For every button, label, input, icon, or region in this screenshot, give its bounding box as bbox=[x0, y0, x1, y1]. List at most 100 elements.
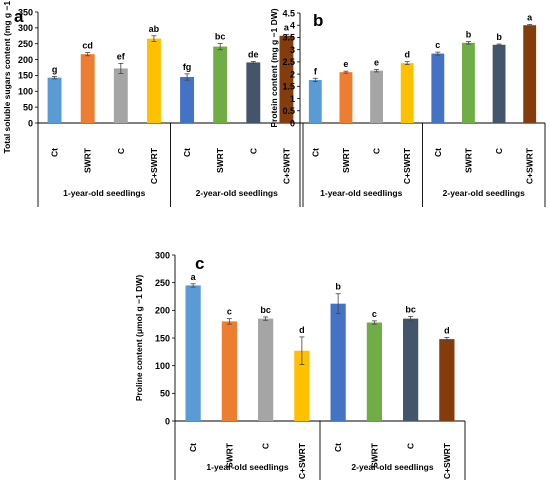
panel-label: c bbox=[195, 254, 204, 273]
significance-letter: ef bbox=[117, 51, 126, 61]
y-tick-label: 300 bbox=[155, 250, 170, 260]
bar bbox=[339, 72, 353, 123]
bar bbox=[113, 68, 128, 123]
bar bbox=[366, 322, 382, 421]
bar bbox=[439, 339, 455, 421]
category-label: SWRT bbox=[341, 147, 351, 173]
bar bbox=[330, 303, 346, 421]
group-label: 2-year-old seedlings bbox=[351, 462, 433, 472]
significance-letter: e bbox=[374, 57, 379, 67]
bar bbox=[279, 35, 294, 123]
significance-letter: c bbox=[227, 307, 232, 317]
category-label: Ct bbox=[310, 148, 320, 157]
significance-letter: d bbox=[299, 325, 305, 335]
bar bbox=[400, 63, 414, 123]
significance-letter: g bbox=[52, 64, 58, 74]
y-tick-label: 4 bbox=[290, 21, 295, 31]
bar bbox=[213, 46, 228, 123]
category-label: C bbox=[372, 148, 382, 154]
significance-letter: bc bbox=[260, 305, 271, 315]
significance-letter: d bbox=[444, 325, 450, 335]
group-label: 1-year-old seedlings bbox=[320, 188, 402, 198]
bar bbox=[308, 79, 322, 123]
y-tick-label: 50 bbox=[23, 102, 33, 112]
group-label: 1-year-old seedlings bbox=[63, 188, 145, 198]
significance-letter: b bbox=[496, 32, 502, 42]
panel-a: 0 50 100 150 200 250 300 350 g Ct cd SWRT ef Cab C+SWR… bbox=[2, 0, 304, 207]
y-tick-label: 2 bbox=[290, 69, 295, 79]
bar bbox=[185, 285, 201, 421]
significance-letter: bc bbox=[405, 304, 416, 314]
category-label: C+SWRT bbox=[442, 442, 452, 479]
panel-label: b bbox=[313, 11, 323, 30]
bar bbox=[246, 62, 261, 123]
significance-letter: cd bbox=[82, 41, 93, 51]
panel-label: a bbox=[14, 7, 24, 26]
category-label: Ct bbox=[182, 148, 192, 157]
bar bbox=[370, 70, 383, 123]
y-tick-label: 50 bbox=[160, 389, 170, 399]
bar bbox=[523, 25, 537, 123]
y-tick-label: 1 bbox=[290, 94, 295, 104]
significance-letter: a bbox=[284, 23, 290, 33]
category-label: C+SWRT bbox=[281, 147, 291, 184]
significance-letter: f bbox=[314, 66, 318, 76]
y-tick-label: 0 bbox=[28, 118, 33, 128]
category-label: SWRT bbox=[463, 147, 473, 173]
category-label: Ct bbox=[188, 443, 198, 452]
bar bbox=[180, 77, 195, 123]
y-tick-label: 150 bbox=[155, 333, 170, 343]
y-tick-label: 0 bbox=[165, 416, 170, 426]
category-label: SWRT bbox=[215, 147, 225, 173]
y-tick-label: 3.5 bbox=[282, 33, 295, 43]
category-label: C bbox=[494, 148, 504, 154]
significance-letter: fg bbox=[183, 62, 192, 72]
bar bbox=[294, 350, 310, 421]
significance-letter: ab bbox=[149, 24, 160, 34]
significance-letter: c bbox=[435, 40, 440, 50]
y-tick-label: 150 bbox=[18, 71, 33, 81]
significance-letter: de bbox=[248, 49, 259, 59]
significance-letter: e bbox=[343, 59, 348, 69]
category-label: C bbox=[406, 443, 416, 449]
bar bbox=[47, 77, 62, 123]
y-tick-label: 200 bbox=[18, 55, 33, 65]
y-axis-title: Protein content (mg g −1 DW) bbox=[269, 8, 279, 127]
y-tick-label: 200 bbox=[155, 306, 170, 316]
y-tick-label: 350 bbox=[18, 7, 33, 17]
category-label: C+SWRT bbox=[297, 442, 307, 479]
y-tick-label: 300 bbox=[18, 23, 33, 33]
significance-letter: bc bbox=[215, 31, 226, 41]
category-label: C bbox=[261, 443, 271, 449]
y-tick-label: 4.5 bbox=[282, 8, 295, 18]
bar bbox=[492, 44, 506, 123]
category-label: SWRT bbox=[83, 147, 93, 173]
group-label: 2-year-old seedlings bbox=[443, 188, 525, 198]
bar bbox=[221, 321, 237, 421]
group-label: 2-year-old seedlings bbox=[196, 188, 278, 198]
y-tick-label: 2.5 bbox=[282, 57, 295, 67]
bar bbox=[146, 38, 161, 123]
bar bbox=[403, 318, 419, 421]
bar bbox=[462, 42, 475, 124]
category-label: SWRT bbox=[369, 442, 379, 468]
panel-c: 0 50 100 150 200 250 300 a Ct c SWRT bc Cd C+SWRT b Ct c… bbox=[134, 250, 466, 480]
bar bbox=[258, 318, 274, 421]
significance-letter: b bbox=[466, 30, 472, 40]
y-tick-label: 100 bbox=[155, 361, 170, 371]
category-label: C bbox=[248, 148, 258, 154]
y-tick-label: 3 bbox=[290, 45, 295, 55]
y-tick-label: 250 bbox=[18, 39, 33, 49]
panel-b: 0 0.5 1 1.5 2 2.5 3 3.5 4 4.5 f Ct e SWRT e Cd C+SWRT c Ct… bbox=[269, 8, 546, 207]
y-tick-label: 0 bbox=[290, 118, 295, 128]
significance-letter: c bbox=[372, 309, 377, 319]
category-label: Ct bbox=[433, 148, 443, 157]
category-label: Ct bbox=[50, 148, 60, 157]
y-tick-label: 1.5 bbox=[282, 82, 295, 92]
significance-letter: a bbox=[191, 272, 197, 282]
category-label: C+SWRT bbox=[149, 147, 159, 184]
category-label: Ct bbox=[333, 443, 343, 452]
category-label: C+SWRT bbox=[402, 147, 412, 184]
group-label: 1-year-old seedlings bbox=[206, 462, 288, 472]
significance-letter: b bbox=[335, 282, 341, 292]
